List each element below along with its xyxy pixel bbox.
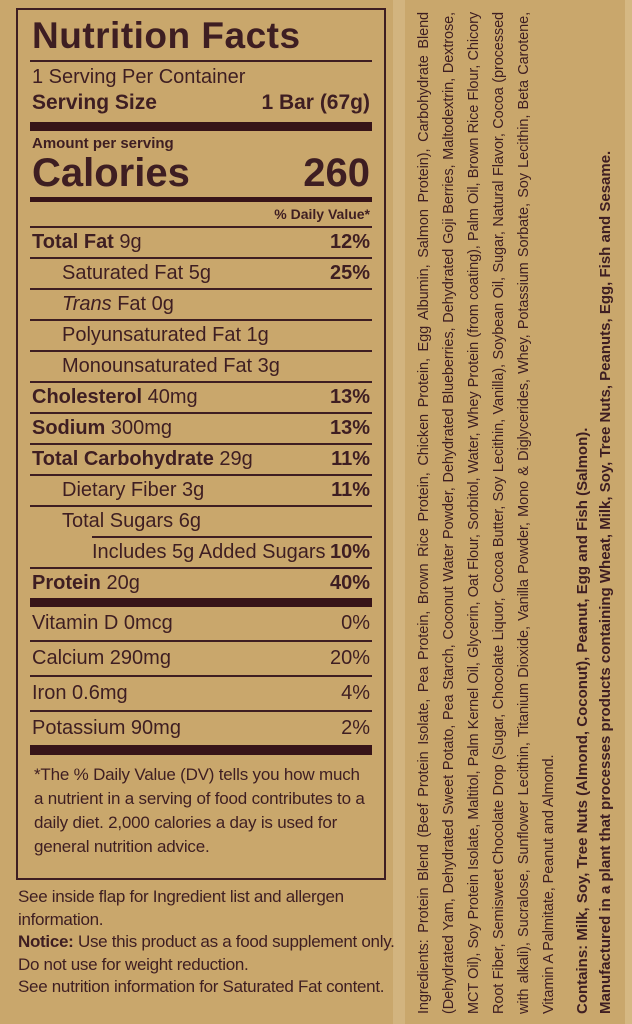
nutrient-name: Monounsaturated Fat 3g	[62, 355, 280, 377]
amount-per-serving-label: Amount per serving	[32, 135, 174, 152]
row-separator	[30, 443, 372, 445]
package-fold-highlight	[393, 0, 405, 1024]
nutrient-row: Cholesterol 40mg 13%	[30, 383, 372, 412]
row-separator	[30, 710, 372, 712]
row-separator	[92, 536, 372, 538]
daily-value: 12%	[329, 231, 370, 253]
nutrient-row: Dietary Fiber 3g 11%	[30, 476, 372, 505]
daily-value: 10%	[329, 541, 370, 563]
daily-value: 11%	[331, 479, 370, 501]
daily-value: 13%	[329, 386, 370, 408]
ingredients-text: Ingredients: Protein Blend (Beef Protein…	[416, 12, 557, 1014]
nutrient-row: Trans Fat 0g	[30, 290, 372, 319]
nutrient-row: Monounsaturated Fat 3g	[30, 352, 372, 381]
nutrient-row: Protein 20g 40%	[30, 569, 372, 598]
calories-row: Calories 260	[30, 152, 372, 197]
nutrient-row: Calcium 290mg 20%	[30, 642, 372, 675]
nutrient-row: Total Fat 9g 12%	[30, 228, 372, 257]
row-separator	[30, 288, 372, 290]
daily-value: 2%	[341, 717, 370, 739]
row-separator	[30, 567, 372, 569]
serving-size-value: 1 Bar (67g)	[261, 91, 370, 114]
nutrient-name: Sodium 300mg	[32, 417, 173, 439]
daily-value: 20%	[329, 647, 370, 669]
row-separator	[30, 675, 372, 677]
nutrient-name: Vitamin D 0mcg	[32, 612, 173, 634]
nutrient-name: Calcium 290mg	[32, 647, 171, 669]
row-separator	[30, 381, 372, 383]
nutrient-name: Cholesterol 40mg	[32, 386, 198, 408]
nutrient-row: Total Sugars 6g	[30, 507, 372, 536]
daily-value-header: % Daily Value*	[274, 206, 370, 222]
nutrition-facts-label: Nutrition Facts 1 Serving Per Container …	[16, 8, 386, 880]
calories-label: Calories	[32, 151, 190, 195]
row-separator	[30, 474, 372, 476]
nutrient-name: Total Carbohydrate 29g	[32, 448, 253, 470]
manufactured-statement: Manufactured in a plant that processes p…	[597, 150, 614, 1014]
row-separator	[30, 350, 372, 352]
nutrient-name: Total Fat 9g	[32, 231, 142, 253]
thick-divider-top	[30, 122, 372, 131]
daily-value: 13%	[329, 417, 370, 439]
nutrient-name: Polyunsaturated Fat 1g	[62, 324, 269, 346]
nutrient-name: Protein 20g	[32, 572, 140, 594]
daily-value: 25%	[329, 262, 370, 284]
calories-divider	[30, 197, 372, 202]
row-separator	[30, 412, 372, 414]
serving-size-row: Serving Size 1 Bar (67g)	[30, 90, 372, 122]
nutrition-facts-title: Nutrition Facts	[32, 15, 301, 56]
daily-value: 40%	[329, 572, 370, 594]
nutrient-name: Potassium 90mg	[32, 717, 181, 739]
note-notice: Notice: Use this product as a food suppl…	[18, 931, 414, 976]
title-rule	[30, 60, 372, 62]
daily-value: 0%	[341, 612, 370, 634]
nutrient-row: Includes 5g Added Sugars 10%	[30, 538, 372, 567]
nutrient-name: Trans Fat 0g	[62, 293, 174, 315]
nutrient-rows: Total Fat 9g 12% Saturated Fat 5g 25% Trans …	[30, 226, 372, 598]
servings-per-container: 1 Serving Per Container	[32, 66, 246, 88]
row-separator	[30, 505, 372, 507]
note-saturated-fat: See nutrition information for Saturated …	[18, 977, 385, 996]
notice-text: Use this product as a food supplement on…	[18, 932, 395, 974]
nutrient-row: Iron 0.6mg 4%	[30, 677, 372, 710]
row-separator	[30, 226, 372, 228]
calories-value: 260	[303, 151, 370, 195]
serving-size-label: Serving Size	[32, 91, 157, 114]
nutrient-row: Potassium 90mg 2%	[30, 712, 372, 745]
daily-value-footnote: *The % Daily Value (DV) tells you how mu…	[34, 765, 365, 856]
notice-label: Notice:	[18, 932, 74, 951]
nutrient-row: Saturated Fat 5g 25%	[30, 259, 372, 288]
nutrient-name: Saturated Fat 5g	[62, 262, 211, 284]
nutrient-row: Polyunsaturated Fat 1g	[30, 321, 372, 350]
daily-value: 4%	[341, 682, 370, 704]
row-separator	[30, 319, 372, 321]
row-separator	[30, 640, 372, 642]
daily-value: 11%	[331, 448, 370, 470]
note-ingredient-flap: See inside flap for Ingredient list and …	[18, 887, 344, 929]
nutrient-name: Iron 0.6mg	[32, 682, 128, 704]
nutrient-name: Includes 5g Added Sugars	[92, 541, 326, 563]
row-separator	[30, 257, 372, 259]
thick-divider-middle	[30, 598, 372, 607]
nutrient-row: Sodium 300mg 13%	[30, 414, 372, 443]
thick-divider-bottom	[30, 745, 372, 755]
nutrient-name: Total Sugars 6g	[62, 510, 201, 532]
bottom-notes: See inside flap for Ingredient list and …	[18, 886, 414, 999]
nutrient-row: Vitamin D 0mcg 0%	[30, 607, 372, 640]
nutrient-row: Total Carbohydrate 29g 11%	[30, 445, 372, 474]
nutrient-name: Dietary Fiber 3g	[62, 479, 205, 501]
vitamin-rows: Vitamin D 0mcg 0% Calcium 290mg 20% Iron 0.6…	[30, 607, 372, 745]
ingredients-panel: Ingredients: Protein Blend (Beef Protein…	[412, 12, 628, 1014]
contains-statement: Contains: Milk, Soy, Tree Nuts (Almond, …	[574, 427, 591, 1014]
